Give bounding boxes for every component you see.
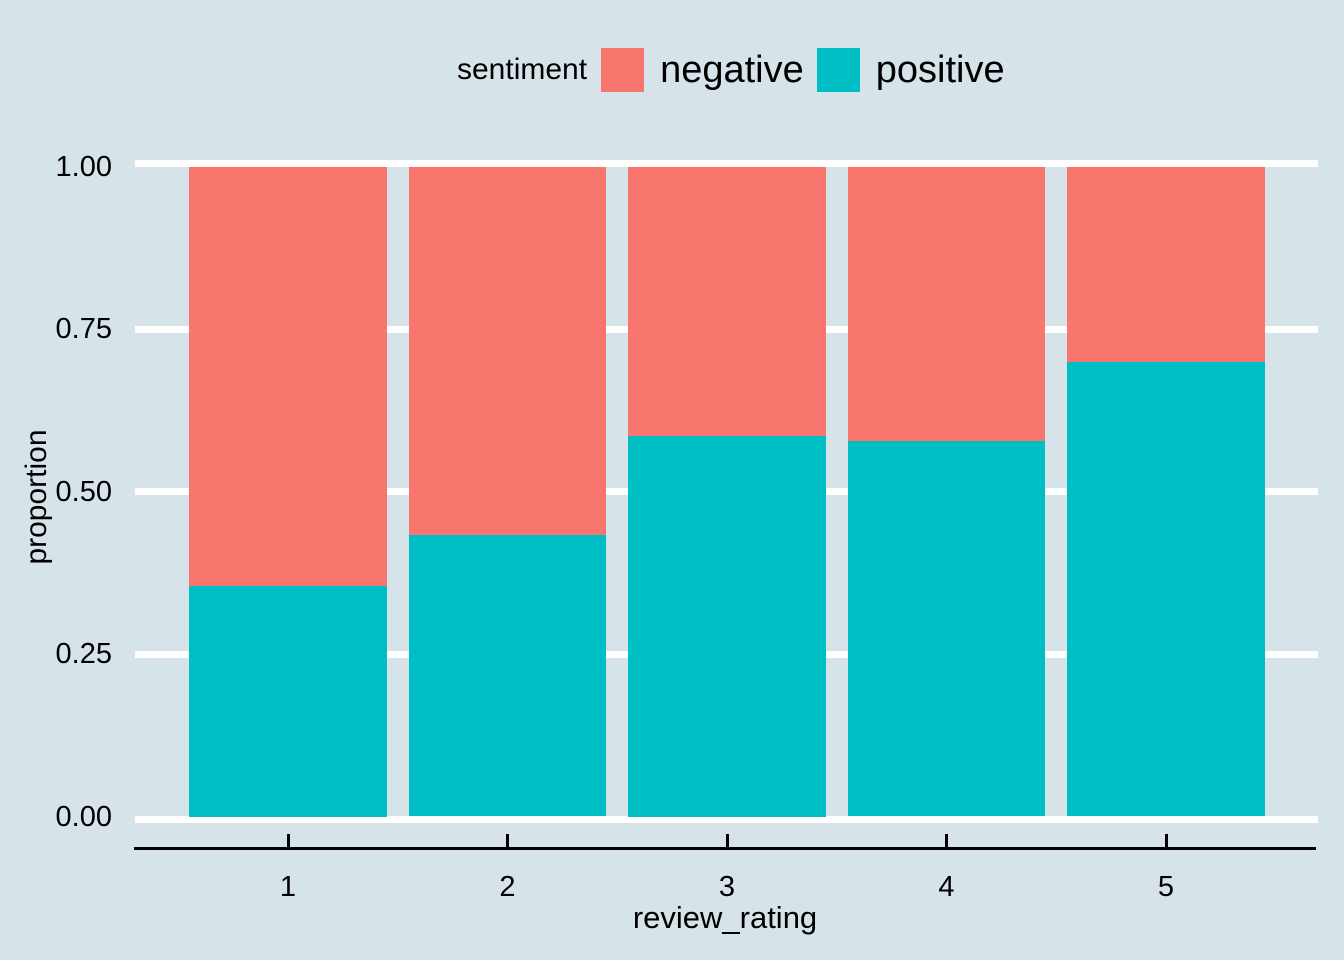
legend-swatch-positive-icon (816, 48, 860, 92)
y-tick-label-0.00: 0.00 (55, 800, 112, 833)
x-tick-label-4: 4 (938, 871, 955, 903)
gridline-y-0.00 (135, 816, 1318, 823)
bar-5-positive-segment (1067, 362, 1265, 817)
legend-label-positive: positive (875, 48, 1005, 91)
bar-4-negative-segment (847, 166, 1046, 441)
x-tick-label-1: 1 (279, 871, 297, 903)
y-tick-label-0.50: 0.50 (55, 475, 112, 508)
bar-4-positive-segment (847, 440, 1046, 817)
x-tick-label-5: 5 (1157, 871, 1175, 903)
x-tick-mark-1 (286, 834, 290, 847)
x-tick-mark-3 (725, 834, 729, 847)
legend: sentiment negative positive (457, 48, 1018, 92)
gridline-y-1.00 (135, 159, 1318, 167)
legend-label-negative: negative (660, 48, 804, 91)
bar-3-positive-segment (628, 436, 826, 817)
x-axis-title: review_rating (632, 900, 818, 935)
x-tick-label-3: 3 (718, 871, 736, 903)
bar-2-negative-segment (408, 166, 607, 536)
x-axis-line (134, 847, 1316, 850)
y-axis-title: proportion (20, 429, 53, 565)
bar-2-positive-segment (408, 535, 607, 817)
bar-5-negative-segment (1067, 166, 1265, 363)
y-tick-label-0.25: 0.25 (55, 638, 112, 670)
y-tick-label-0.75: 0.75 (55, 313, 112, 345)
bar-3-negative-segment (628, 166, 826, 437)
x-tick-label-2: 2 (499, 871, 516, 903)
legend-swatch-negative-icon (601, 48, 645, 92)
x-tick-mark-4 (945, 834, 948, 847)
x-tick-mark-2 (506, 834, 509, 847)
y-tick-label-1.00: 1.00 (55, 150, 112, 183)
bar-1-negative-segment (189, 166, 387, 586)
legend-item-negative: negative (601, 48, 804, 92)
x-tick-mark-5 (1164, 834, 1168, 847)
bar-1-positive-segment (189, 585, 387, 817)
legend-item-positive: positive (816, 48, 1005, 92)
legend-title: sentiment (457, 53, 588, 86)
